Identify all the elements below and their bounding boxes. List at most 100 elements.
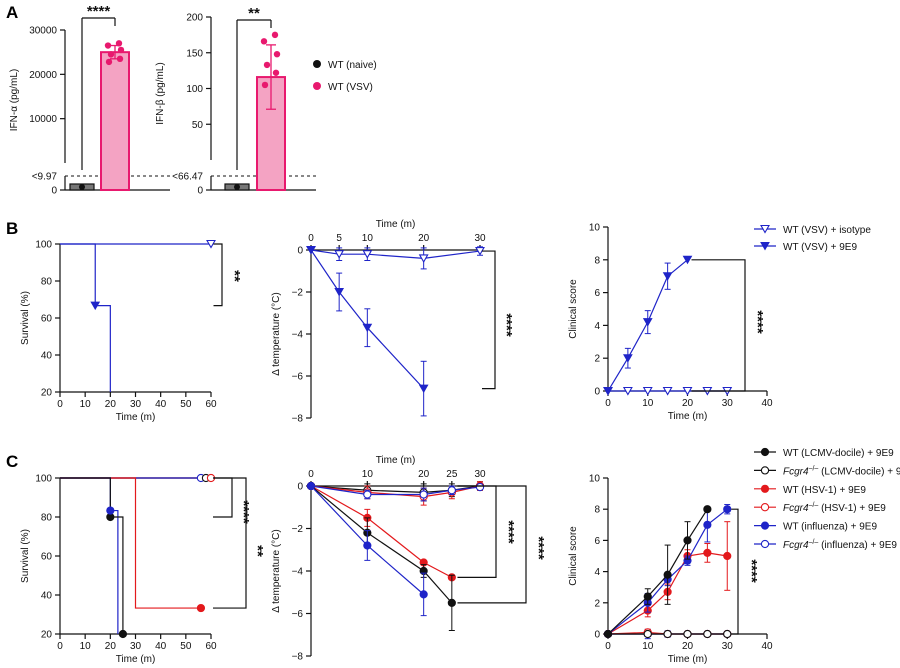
y-tick-label: 6	[594, 288, 600, 299]
legend-label-rest: (LCMV-docile) + 9E9	[818, 466, 900, 477]
data-point	[663, 570, 672, 579]
x-tick-label: 0	[57, 399, 63, 410]
series-line-2	[310, 485, 453, 578]
x-axis-label: Time (m)	[376, 455, 416, 466]
y-tick-label: 8	[594, 505, 600, 516]
y-axis-label: Clinical score	[568, 279, 579, 339]
chart-ifn-alpha: 0 10000 20000 30000 <9.97 IFN-α (pg/mL) ****	[9, 3, 173, 197]
legend-label-rest: (HSV-1) + 9E9	[818, 503, 886, 514]
x-tick-label: 10	[362, 469, 374, 480]
y-tick-label: 8	[594, 255, 600, 266]
y-axis-label: Δ temperature (°C)	[271, 529, 282, 612]
legend-marker	[760, 484, 770, 493]
y-axis-label: Clinical score	[568, 526, 579, 586]
data-point	[334, 288, 345, 297]
point-vsv	[272, 69, 280, 76]
data-point	[662, 386, 673, 396]
y-tick-label: −8	[292, 414, 304, 425]
data-point	[643, 629, 652, 639]
data-point	[419, 490, 428, 499]
x-tick-label: 0	[605, 641, 611, 652]
x-tick-label: 0	[605, 398, 611, 409]
point-vsv	[104, 42, 112, 49]
y-tick-label: 0	[197, 186, 203, 197]
y-tick-label: −6	[292, 609, 304, 620]
x-tick-label: 60	[205, 399, 217, 410]
x-tick-label: 20	[682, 641, 694, 652]
y-tick-label: 60	[41, 552, 53, 563]
data-point	[475, 482, 485, 492]
x-tick-label: 30	[722, 641, 734, 652]
y-tick-label: 80	[41, 513, 53, 524]
panel-letter-c: C	[6, 452, 18, 471]
y-tick-label: 150	[186, 48, 203, 59]
y-tick-label: 0	[594, 387, 600, 398]
significance-label: **	[248, 5, 260, 22]
legend-label-name: Fcgr4	[783, 503, 809, 514]
series-line-4	[60, 477, 119, 634]
y-tick-label: 0	[297, 482, 303, 493]
data-point	[663, 629, 672, 639]
y-tick-label: 10	[589, 474, 601, 485]
x-tick-label: 20	[105, 399, 117, 410]
point-vsv	[261, 81, 269, 89]
sig-bracket	[691, 259, 746, 392]
bar-vsv	[100, 51, 130, 191]
data-point	[703, 505, 712, 514]
legend-marker	[760, 503, 770, 512]
x-tick-label: 20	[105, 641, 117, 652]
chart-b-temperature: −8 −6 −4 −2 00 5 10 20 30 Time (m) Δ temperature (…	[271, 219, 515, 425]
legend-marker-naive	[313, 60, 321, 68]
sig-bracket	[213, 477, 233, 518]
data-point	[642, 318, 653, 327]
y-tick-label: 10	[589, 223, 601, 234]
y-tick-label: −4	[292, 330, 304, 341]
chart-b-clinical-score: 0 2 4 6 8 10 0 10 20 30 40 Time (m) Clinical score **…	[568, 223, 773, 423]
legend-label-rest: (LCMV-docile) + 9E9	[798, 448, 894, 459]
data-point	[363, 541, 372, 550]
legend-label-vsv: WT (VSV)	[328, 82, 373, 93]
data-point	[362, 250, 373, 259]
point-vsv	[115, 40, 123, 47]
legend-label-rest: (influenza) + 9E9	[798, 522, 877, 533]
x-tick-label: 40	[155, 641, 167, 652]
chart-b-survival: 20 40 60 80 100 0 10 20 30 40 50 60 Time (m) Survival…	[20, 240, 243, 424]
significance-label: ****	[500, 520, 517, 544]
point-vsv	[117, 46, 125, 54]
x-tick-label: 30	[722, 398, 734, 409]
x-tick-label: 10	[80, 399, 92, 410]
y-tick-label: 100	[35, 240, 52, 251]
data-point	[418, 384, 429, 394]
significance-label: **	[226, 270, 243, 282]
x-tick-label: 20	[682, 398, 694, 409]
x-tick-label: 10	[362, 233, 374, 244]
data-point	[603, 629, 613, 639]
data-point	[106, 506, 115, 515]
x-tick-label: 50	[180, 641, 192, 652]
point-vsv	[263, 61, 271, 69]
y-tick-label: 100	[35, 474, 52, 485]
legend-label-rest: (HSV-1) + 9E9	[798, 485, 866, 496]
sig-bracket	[213, 477, 247, 609]
significance-label: ****	[530, 536, 547, 560]
data-point	[419, 590, 428, 599]
legend-label: WT (HSV-1) + 9E9	[783, 485, 866, 496]
legend-label-name: Fcgr4	[783, 466, 809, 477]
y-tick-label: 200	[186, 13, 203, 24]
y-axis-label: Survival (%)	[20, 291, 31, 345]
y-tick-label: 4	[594, 567, 600, 578]
legend-label-superscript: –/–	[809, 502, 819, 509]
significance-label: **	[249, 545, 266, 557]
point-vsv	[271, 31, 279, 39]
sig-bracket	[213, 243, 223, 307]
y-tick-label: 20	[41, 630, 53, 641]
y-tick-label: 0	[297, 246, 303, 257]
legend-a: WT (naive) WT (VSV)	[313, 60, 377, 93]
point-vsv	[107, 51, 115, 58]
y-tick-label: −4	[292, 567, 304, 578]
chart-ifn-beta: 0 50 100 150 200 <66.47 IFN-β (pg/mL) **	[155, 5, 319, 197]
legend-marker	[760, 447, 770, 457]
legend-label-name: WT	[783, 485, 798, 496]
legend-marker-vsv	[313, 82, 321, 90]
